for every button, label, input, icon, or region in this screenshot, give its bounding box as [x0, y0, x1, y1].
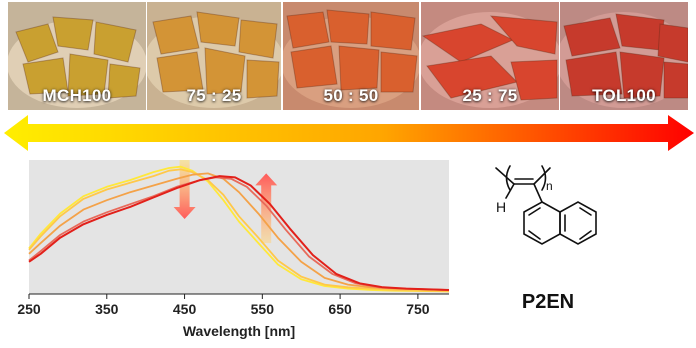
photo-label: 75 : 25: [186, 86, 242, 105]
polymer-bracket-right: [541, 165, 547, 191]
photo-mch100-chunks: [15, 16, 141, 99]
naphthalene-ring-b: [559, 201, 597, 245]
photo-tol100: TOL100: [560, 2, 688, 110]
x-tick-label: 450: [173, 301, 197, 317]
photo-25-75: 25 : 75: [421, 2, 559, 110]
sample-chunk: [619, 51, 665, 99]
ring-double-bond: [528, 230, 541, 240]
spectrum-series-line: [28, 165, 450, 293]
photo-50-50-chunks: [286, 9, 418, 93]
photo-50-50: 50 : 50: [283, 2, 419, 110]
spectrum-series-line: [28, 175, 450, 291]
photo-label: TOL100: [592, 86, 656, 105]
x-axis-title: Wavelength [nm]: [183, 323, 295, 339]
double-arrow-shape: [4, 115, 694, 151]
photo-label: MCH100: [42, 86, 112, 105]
p2en-structure-drawing: H n P2EN: [495, 165, 597, 313]
sample-chunk: [489, 15, 558, 55]
sample-chunk: [370, 11, 416, 51]
sample-chunk: [565, 51, 623, 97]
sample-chunk: [15, 23, 59, 63]
sample-chunk: [204, 47, 246, 95]
increase-arrow-annotation: [255, 173, 278, 244]
sample-chunk: [52, 16, 94, 51]
x-tick-label: 250: [17, 301, 41, 317]
spectrum-series-line: [28, 168, 450, 293]
sample-photo-strip: MCH100 75 : 25: [0, 0, 696, 112]
photo-tol100-image: [560, 2, 688, 110]
sample-chunk: [290, 45, 338, 89]
sample-chunk: [510, 59, 558, 101]
photo-mch100-image: [8, 2, 146, 110]
naphthalene-ring-a: [523, 201, 561, 245]
bond: [533, 167, 551, 185]
bond: [495, 167, 515, 185]
photo-75-25-image: [147, 2, 281, 110]
sample-chunk: [22, 57, 69, 95]
solvent-gradient-arrow: [0, 112, 696, 154]
spectrum-series-line: [28, 176, 450, 291]
ring-double-bond: [528, 207, 541, 216]
photo-75-25-chunks: [152, 11, 280, 99]
photo-mch100: MCH100: [8, 2, 146, 110]
compound-name: P2EN: [522, 291, 574, 313]
sample-chunk: [156, 51, 204, 93]
x-tick-label: 350: [95, 301, 119, 317]
repeat-subscript: n: [546, 179, 553, 193]
sample-chunk: [246, 59, 280, 99]
sample-chunk: [380, 51, 418, 93]
sample-chunk: [286, 11, 330, 49]
ring-double-bond: [579, 207, 592, 216]
x-tick-label: 650: [328, 301, 352, 317]
photo-50-50-image: [283, 2, 419, 110]
absorption-spectrum-chart: 250 350 450 550 650 750 Wavelength [nm]: [0, 154, 470, 343]
sample-chunk: [238, 19, 278, 59]
hydrogen-label: H: [496, 199, 506, 215]
sample-chunk: [152, 15, 200, 55]
x-tick-label: 550: [251, 301, 275, 317]
x-tick-label: 750: [406, 301, 430, 317]
photo-25-75-image: [421, 2, 559, 110]
sample-chunk: [93, 21, 137, 63]
photo-label: 50 : 50: [323, 86, 379, 105]
photo-label: 25 : 75: [462, 86, 518, 105]
sample-chunk: [338, 45, 380, 91]
sample-chunk: [326, 9, 370, 45]
p2en-structure: H n P2EN: [470, 154, 696, 343]
bond-to-h: [505, 183, 515, 199]
sample-chunk: [657, 23, 688, 63]
sample-chunk: [615, 13, 665, 51]
sample-chunk: [196, 11, 240, 47]
photo-75-25: 75 : 25: [147, 2, 281, 110]
sample-chunk: [663, 61, 688, 99]
ring-double-bond: [579, 230, 592, 240]
sample-chunk: [107, 63, 141, 99]
sample-chunk: [67, 53, 109, 97]
photo-25-75-chunks: [421, 15, 558, 101]
photo-tol100-chunks: [563, 13, 688, 99]
decrease-arrow-annotation: [173, 160, 196, 219]
bond-to-ring: [533, 183, 543, 203]
spectrum-plot: 250 350 450 550 650 750 Wavelength [nm]: [17, 160, 450, 339]
sample-chunk: [563, 17, 621, 57]
